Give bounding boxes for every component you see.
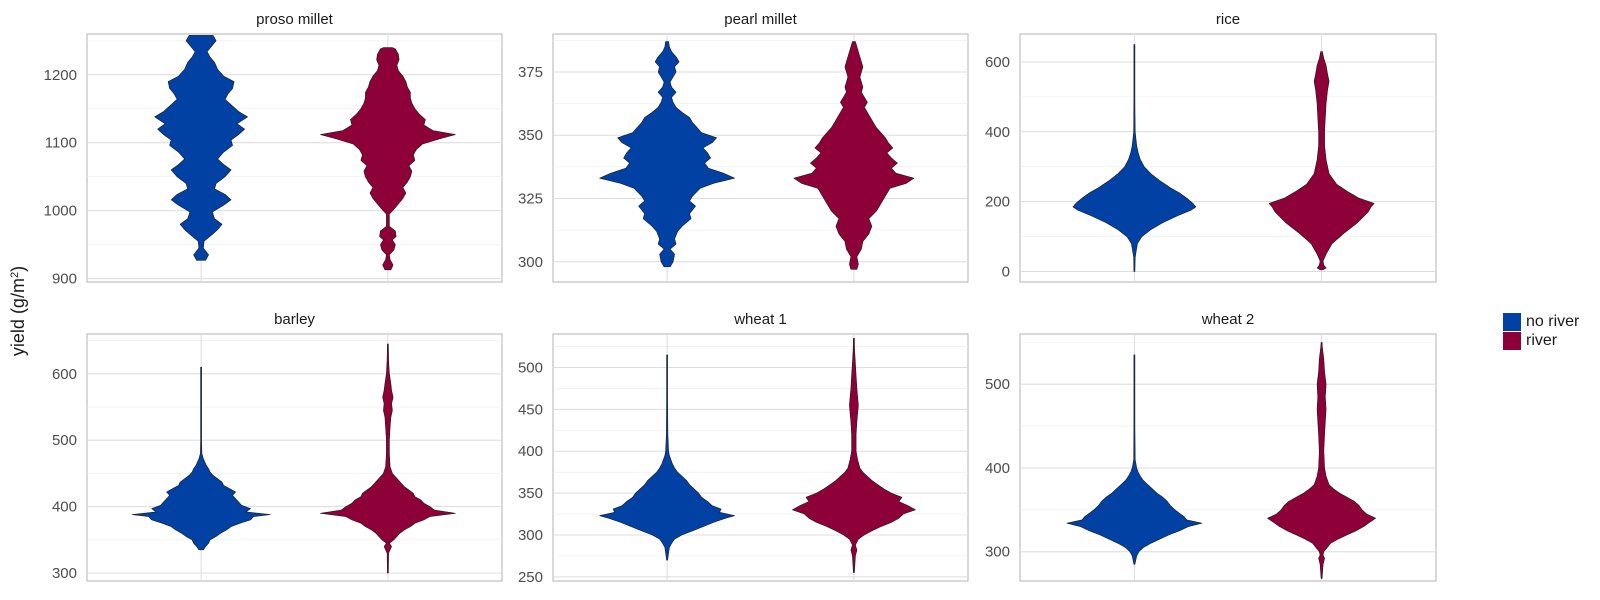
violin-pearl-millet-river: [793, 41, 915, 270]
y-tick-label: 200: [985, 194, 1010, 211]
violin-wheat-2-no-river: [1066, 354, 1203, 565]
y-tick-label: 0: [1002, 264, 1010, 281]
panel-wheat-2: 300 400 500 wheat 2: [985, 311, 1437, 582]
y-tick-label: 1200: [44, 67, 77, 84]
y-tick-label: 400: [985, 124, 1010, 141]
y-tick-label: 325: [518, 190, 543, 207]
panel-barley: 300 400 500 600 barley: [52, 311, 503, 582]
y-tick-label: 500: [985, 376, 1010, 393]
panel-title: pearl millet: [724, 11, 797, 28]
legend-label-no-river: no river: [1526, 312, 1580, 330]
y-tick-label: 1100: [45, 135, 77, 152]
violin-proso-millet-river: [320, 47, 456, 271]
violin-barley-no-river: [131, 366, 271, 551]
y-tick-label: 400: [518, 443, 543, 460]
y-tick-label: 250: [518, 569, 543, 586]
legend-item-no-river: no river: [1503, 312, 1579, 331]
legend-key-river: [1503, 331, 1521, 350]
y-tick-label: 375: [518, 64, 543, 81]
y-tick-label: 300: [518, 527, 543, 544]
violin-rice-river: [1268, 51, 1375, 271]
y-tick-label: 300: [985, 544, 1010, 561]
y-tick-label: 600: [985, 54, 1010, 71]
panel-border: [1019, 333, 1437, 582]
panel-title: proso millet: [256, 11, 334, 28]
panels: 900 1000 1100 1200 proso millet 300 325 350 375 p…: [44, 11, 1437, 586]
violin-rice-no-river: [1072, 44, 1197, 272]
panel-wheat-1: 250 300 350 400 450 500 wheat 1: [518, 311, 969, 586]
legend: no river river: [1503, 312, 1579, 350]
y-tick-label: 300: [518, 254, 543, 271]
y-tick-label: 450: [518, 401, 543, 418]
violin-wheat-1-no-river: [599, 354, 735, 561]
violin-barley-river: [320, 343, 456, 574]
legend-key-no-river: [1503, 312, 1521, 331]
y-tick-label: 300: [52, 565, 77, 582]
y-tick-label: 1000: [44, 203, 77, 220]
y-tick-label: 500: [518, 359, 543, 376]
y-tick-label: 500: [52, 432, 77, 449]
panel-title: barley: [274, 311, 315, 328]
violin-proso-millet-no-river: [154, 35, 248, 261]
violin-pearl-millet-no-river: [599, 41, 735, 268]
y-tick-label: 350: [518, 127, 543, 144]
panel-rice: 0 200 400 600 rice: [985, 11, 1437, 283]
y-tick-label: 900: [52, 271, 77, 288]
panel-border: [552, 333, 969, 582]
panel-title: wheat 2: [1201, 311, 1255, 328]
panel-title: rice: [1216, 11, 1240, 28]
panel-border: [86, 333, 503, 582]
legend-item-river: river: [1503, 331, 1579, 350]
panel-pearl-millet: 300 325 350 375 pearl millet: [518, 11, 969, 283]
panel-border: [86, 33, 503, 283]
legend-label-river: river: [1526, 331, 1558, 349]
violin-wheat-1-river: [792, 337, 916, 573]
panel-title: wheat 1: [733, 311, 787, 328]
violin-wheat-2-river: [1267, 342, 1376, 579]
y-tick-label: 400: [985, 460, 1010, 477]
panel-border: [552, 33, 969, 283]
y-tick-label: 400: [52, 499, 77, 516]
y-tick-label: 600: [52, 366, 77, 383]
panel-proso-millet: 900 1000 1100 1200 proso millet: [44, 11, 503, 288]
panel-border: [1019, 33, 1437, 283]
y-axis-label: yield (g/m2): [8, 266, 28, 356]
y-tick-label: 350: [518, 485, 543, 502]
